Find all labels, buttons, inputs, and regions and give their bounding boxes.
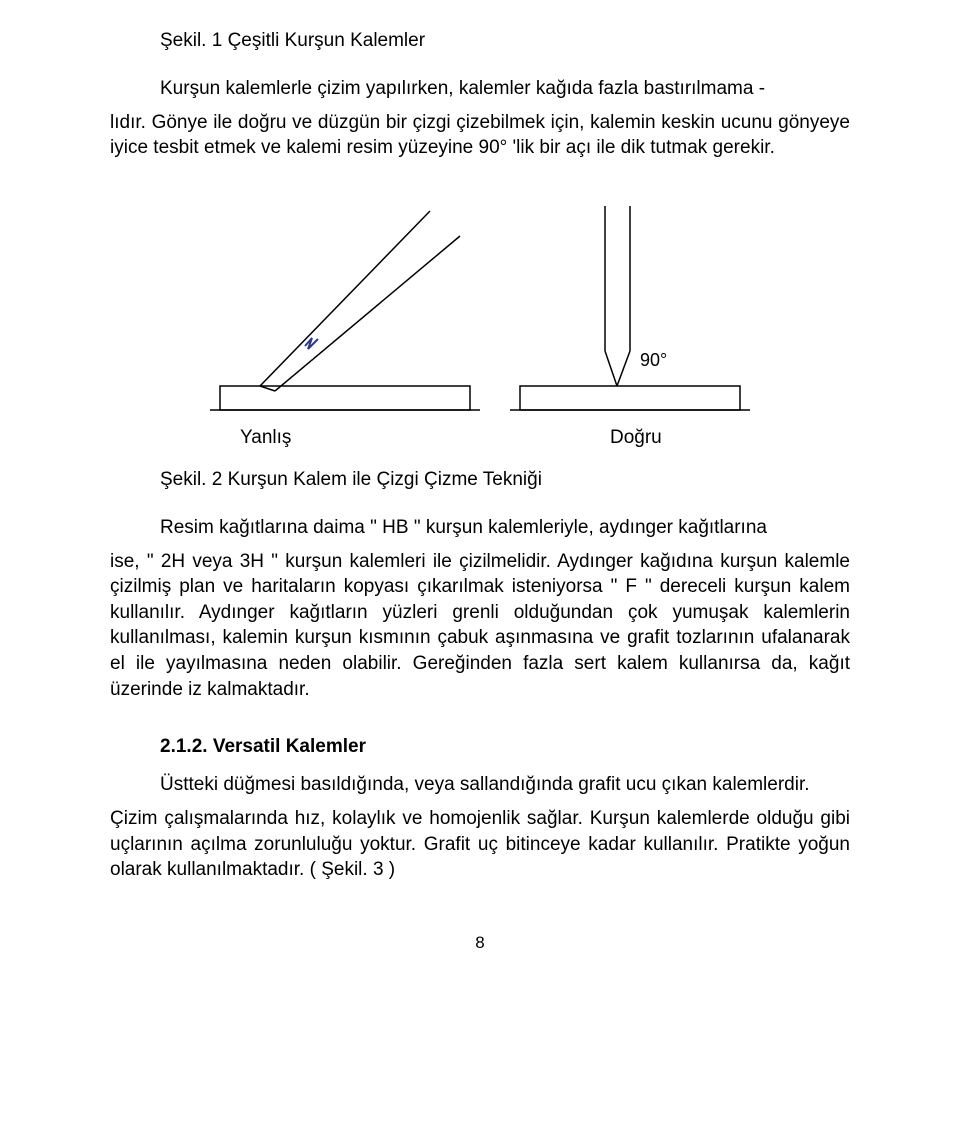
figure-2-caption: Şekil. 2 Kurşun Kalem ile Çizgi Çizme Te… xyxy=(110,469,850,491)
page-number: 8 xyxy=(110,933,850,953)
label-wrong: Yanlış xyxy=(240,427,470,449)
figure-1-caption: Şekil. 1 Çeşitli Kurşun Kalemler xyxy=(110,30,850,52)
paragraph-3-line1: Üstteki düğmesi basıldığında, veya salla… xyxy=(110,772,850,798)
label-right: Doğru xyxy=(470,427,810,449)
paragraph-2-line1: Resim kağıtlarına daima " HB " kurşun ka… xyxy=(110,515,850,541)
angle-label: 90° xyxy=(640,350,667,370)
document-page: Şekil. 1 Çeşitli Kurşun Kalemler Kurşun … xyxy=(0,0,960,993)
paragraph-1-line1: Kurşun kalemlerle çizim yapılırken, kale… xyxy=(110,76,850,102)
paragraph-2-rest: ise, " 2H veya 3H " kurşun kalemleri ile… xyxy=(110,549,850,703)
diagram-labels: Yanlış Doğru xyxy=(110,427,850,449)
paragraph-3-rest: Çizim çalışmalarında hız, kolaylık ve ho… xyxy=(110,806,850,883)
figure-2-diagram: 90° Yanlış Doğru xyxy=(110,191,850,449)
pencil-angle-diagram: 90° xyxy=(200,191,760,421)
paragraph-1-rest: lıdır. Gönye ile doğru ve düzgün bir çiz… xyxy=(110,110,850,161)
section-heading: 2.1.2. Versatil Kalemler xyxy=(160,736,850,758)
